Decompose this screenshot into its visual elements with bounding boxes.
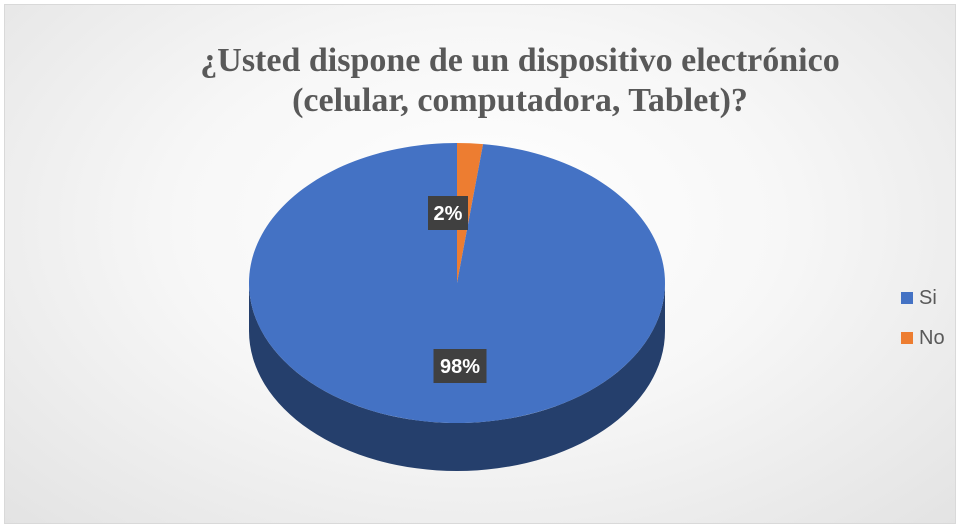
legend-item-si[interactable]: Si: [901, 286, 945, 310]
legend: Si No: [901, 286, 945, 366]
legend-label-si: Si: [919, 286, 937, 309]
legend-label-no: No: [919, 326, 945, 349]
data-label-box-no: [428, 196, 468, 230]
legend-swatch-no: [901, 332, 913, 344]
data-labels: 2% 98%: [428, 196, 487, 383]
pie-slice-si[interactable]: [248, 143, 665, 423]
chart-title: ¿Usted dispone de un dispositivo electró…: [200, 42, 840, 119]
legend-swatch-si: [901, 292, 913, 304]
data-label-si: 98%: [440, 356, 480, 378]
pie-side-si: [249, 283, 665, 471]
pie-slice-no[interactable]: [457, 143, 484, 283]
data-label-box-si: [433, 349, 487, 383]
pie-top-layer: [248, 143, 665, 423]
legend-item-no[interactable]: No: [901, 326, 945, 350]
data-label-no: 2%: [434, 203, 463, 225]
pie-depth-layer: [249, 283, 665, 471]
